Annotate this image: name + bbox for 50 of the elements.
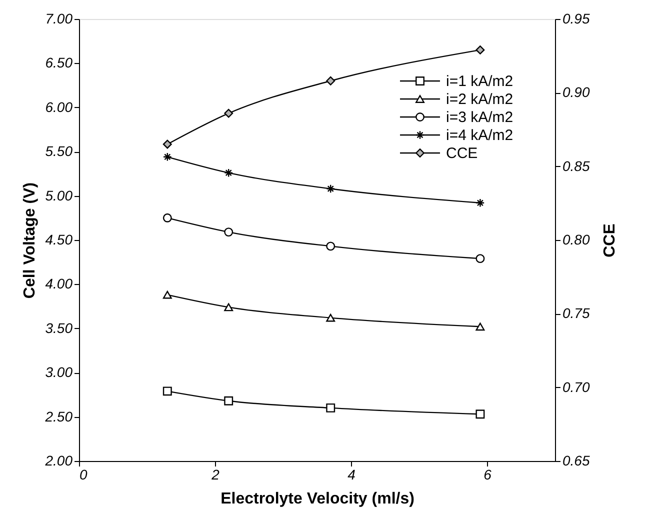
point bbox=[224, 228, 234, 237]
point bbox=[162, 152, 172, 162]
y2-tick-label: 0.65 bbox=[562, 452, 590, 468]
point bbox=[476, 322, 485, 331]
legend-label: i=4 kA/m2 bbox=[446, 127, 514, 144]
y2-axis-title: CCE bbox=[602, 223, 619, 258]
y-tick-label: 4.50 bbox=[45, 232, 73, 248]
y-tick-label: 3.50 bbox=[45, 320, 73, 336]
y2-tick-label: 0.85 bbox=[562, 158, 590, 174]
point bbox=[476, 410, 485, 419]
point bbox=[476, 198, 485, 208]
legend-label: i=2 kA/m2 bbox=[446, 91, 514, 108]
y-tick-label: 5.00 bbox=[45, 187, 73, 204]
y-tick-label: 5.50 bbox=[45, 143, 73, 160]
point bbox=[162, 140, 172, 149]
x-tick-label: 0 bbox=[80, 466, 88, 482]
point bbox=[326, 184, 336, 194]
point bbox=[224, 396, 234, 406]
point bbox=[476, 45, 485, 54]
point bbox=[162, 290, 172, 299]
x-axis-title: Electrolyte Velocity (ml/s) bbox=[220, 490, 414, 508]
y2-tick-label: 0.90 bbox=[562, 84, 590, 100]
y-axis-title: Cell Voltage (V) bbox=[21, 182, 38, 299]
point bbox=[224, 303, 234, 312]
y2-tick-label: 0.80 bbox=[562, 232, 590, 248]
y-tick-label: 2.50 bbox=[44, 408, 73, 424]
point bbox=[326, 76, 336, 86]
legend-label: i=3 kA/m2 bbox=[446, 109, 514, 126]
x-tick-label: 6 bbox=[484, 466, 492, 482]
y2-tick-label: 0.95 bbox=[562, 10, 590, 26]
point bbox=[326, 314, 336, 322]
x-tick-label: 4 bbox=[348, 466, 356, 482]
point bbox=[476, 254, 485, 264]
legend-label: CCE bbox=[446, 145, 478, 162]
point bbox=[162, 386, 172, 396]
x-tick-label: 2 bbox=[210, 466, 220, 482]
point bbox=[326, 403, 336, 412]
y-tick-label: 7.00 bbox=[45, 10, 73, 26]
y-tick-label: 3.00 bbox=[45, 364, 73, 380]
y-tick-label: 4.00 bbox=[45, 276, 73, 292]
y-tick-label: 6.50 bbox=[45, 54, 73, 71]
y-tick-label: 6.00 bbox=[45, 98, 73, 115]
y2-tick-label: 0.70 bbox=[562, 378, 590, 395]
point bbox=[326, 242, 336, 251]
y-tick-label: 2.00 bbox=[44, 452, 73, 468]
point bbox=[224, 108, 234, 118]
point bbox=[224, 168, 234, 178]
y2-tick-label: 0.75 bbox=[562, 305, 590, 322]
point bbox=[162, 213, 172, 222]
legend-label: i=1 kA/m2 bbox=[446, 73, 514, 90]
